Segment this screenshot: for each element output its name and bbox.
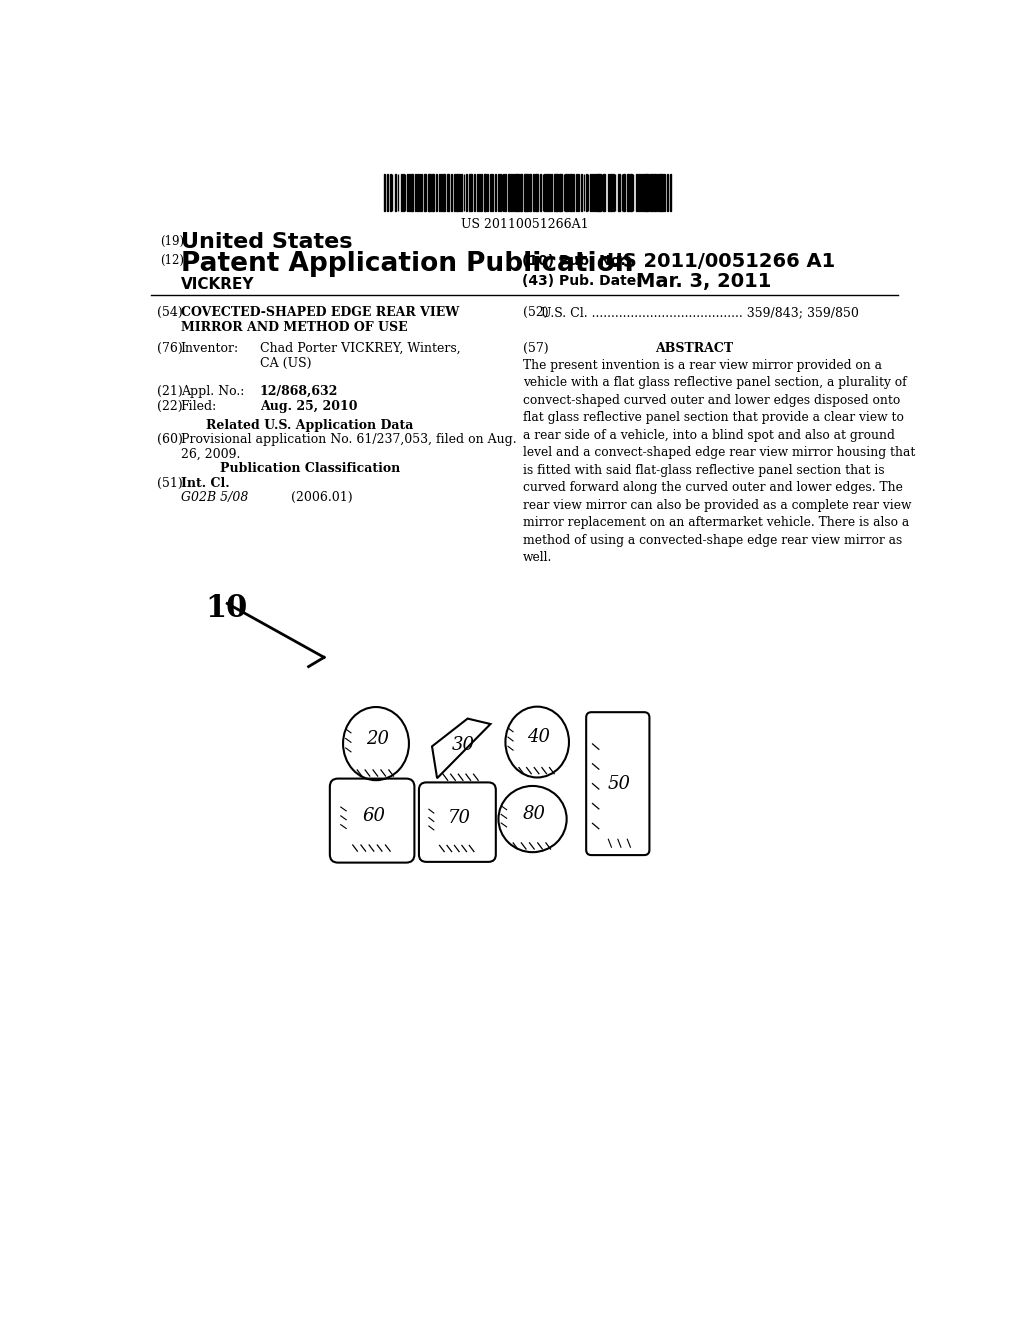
Text: Mar. 3, 2011: Mar. 3, 2011 <box>636 272 771 292</box>
Bar <box>617 174 621 211</box>
Bar <box>651 174 652 211</box>
Text: Aug. 25, 2010: Aug. 25, 2010 <box>260 400 357 413</box>
Bar <box>636 174 637 211</box>
Bar <box>546 174 548 211</box>
Text: Filed:: Filed: <box>180 400 217 413</box>
Text: US 2011/0051266 A1: US 2011/0051266 A1 <box>607 252 836 272</box>
Bar <box>630 174 632 211</box>
Bar <box>474 174 475 211</box>
Text: 10: 10 <box>206 594 248 624</box>
Text: The present invention is a rear view mirror provided on a
vehicle with a flat gl: The present invention is a rear view mir… <box>523 359 915 564</box>
Text: 80: 80 <box>522 805 546 824</box>
Bar <box>660 174 663 211</box>
Text: U.S. Cl. ....................................... 359/843; 359/850: U.S. Cl. ...............................… <box>541 306 859 319</box>
Bar <box>560 174 562 211</box>
Bar <box>598 174 601 211</box>
Bar <box>667 174 669 211</box>
Text: (57): (57) <box>523 342 549 355</box>
Bar <box>489 174 492 211</box>
Bar <box>477 174 478 211</box>
Text: (12): (12) <box>161 253 184 267</box>
Bar <box>529 174 531 211</box>
Bar <box>446 174 449 211</box>
Text: US 20110051266A1: US 20110051266A1 <box>461 218 589 231</box>
Bar <box>486 174 488 211</box>
Bar <box>400 174 402 211</box>
Text: (19): (19) <box>161 235 184 248</box>
Bar <box>459 174 461 211</box>
Text: 12/868,632: 12/868,632 <box>260 385 338 397</box>
Text: 20: 20 <box>366 730 389 748</box>
Bar <box>537 174 538 211</box>
Bar <box>565 174 567 211</box>
Bar <box>581 174 583 211</box>
Bar <box>610 174 611 211</box>
Bar <box>520 174 521 211</box>
Bar <box>526 174 528 211</box>
Bar <box>429 174 431 211</box>
Bar <box>469 174 471 211</box>
Bar <box>603 174 605 211</box>
Text: (10) Pub. No.:: (10) Pub. No.: <box>521 253 631 268</box>
Bar <box>495 174 496 211</box>
Bar <box>394 174 396 211</box>
Bar <box>419 174 420 211</box>
Text: 40: 40 <box>527 729 550 746</box>
Bar <box>572 174 574 211</box>
Text: 30: 30 <box>452 737 474 754</box>
Text: (52): (52) <box>523 306 549 319</box>
Text: (43) Pub. Date:: (43) Pub. Date: <box>521 275 641 288</box>
Text: (21): (21) <box>158 385 183 397</box>
Bar <box>596 174 598 211</box>
Text: 70: 70 <box>447 809 470 826</box>
Text: G02B 5/08: G02B 5/08 <box>180 491 248 504</box>
Text: (51): (51) <box>158 478 183 490</box>
Bar <box>516 174 518 211</box>
Bar <box>627 174 629 211</box>
Text: (54): (54) <box>158 306 183 319</box>
Text: Provisional application No. 61/237,053, filed on Aug.
26, 2009.: Provisional application No. 61/237,053, … <box>180 433 516 461</box>
Text: 50: 50 <box>608 775 631 792</box>
Text: Publication Classification: Publication Classification <box>220 462 400 475</box>
Bar <box>508 174 510 211</box>
Bar <box>664 174 665 211</box>
Bar <box>644 174 646 211</box>
Bar <box>480 174 482 211</box>
Bar <box>442 174 445 211</box>
Text: Patent Application Publication: Patent Application Publication <box>180 251 633 277</box>
Text: (60): (60) <box>158 433 183 446</box>
Text: Related U.S. Application Data: Related U.S. Application Data <box>207 418 414 432</box>
Bar <box>387 174 388 211</box>
Bar <box>554 174 557 211</box>
Text: (76): (76) <box>158 342 183 355</box>
Bar <box>424 174 426 211</box>
Bar <box>624 174 625 211</box>
Bar <box>590 174 592 211</box>
Text: (2006.01): (2006.01) <box>291 491 352 504</box>
Text: (22): (22) <box>158 400 183 413</box>
Text: Inventor:: Inventor: <box>180 342 239 355</box>
Bar <box>646 174 648 211</box>
Text: COVECTED-SHAPED EDGE REAR VIEW
MIRROR AND METHOD OF USE: COVECTED-SHAPED EDGE REAR VIEW MIRROR AN… <box>180 306 459 334</box>
Text: VICKREY: VICKREY <box>180 277 254 292</box>
Text: Appl. No.:: Appl. No.: <box>180 385 244 397</box>
Bar <box>569 174 572 211</box>
Bar <box>524 174 525 211</box>
Bar <box>498 174 500 211</box>
Bar <box>654 174 655 211</box>
Text: Int. Cl.: Int. Cl. <box>180 478 229 490</box>
Text: ABSTRACT: ABSTRACT <box>654 342 733 355</box>
Text: 60: 60 <box>362 807 385 825</box>
Text: United States: United States <box>180 232 352 252</box>
Bar <box>409 174 410 211</box>
Bar <box>594 174 595 211</box>
Text: Chad Porter VICKREY, Winters,
CA (US): Chad Porter VICKREY, Winters, CA (US) <box>260 342 461 370</box>
